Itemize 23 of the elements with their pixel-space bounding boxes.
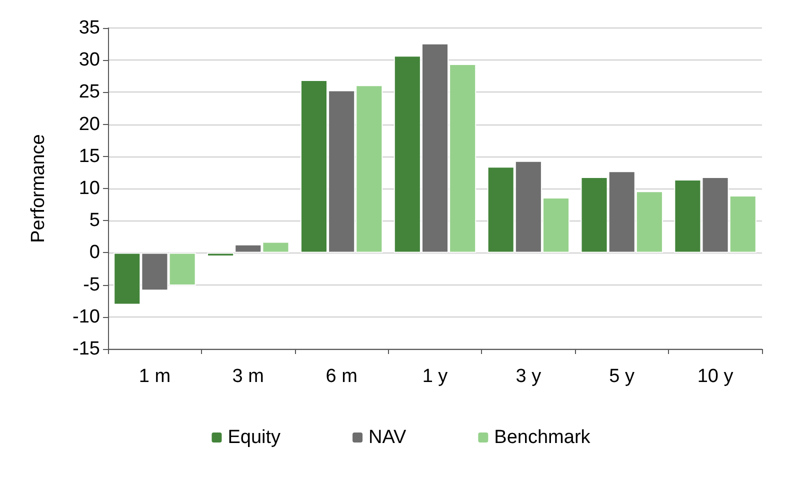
- x-tick-label: 10 y: [697, 366, 734, 387]
- y-tick-label: 0: [89, 242, 100, 264]
- y-tick-label: 15: [78, 146, 100, 167]
- x-tick-label: 6 m: [326, 366, 358, 387]
- x-tick-label: 3 m: [232, 366, 264, 387]
- bar: [207, 252, 234, 257]
- legend-label: Equity: [228, 427, 282, 448]
- y-tick-label: 20: [78, 114, 100, 135]
- y-tick-label: 10: [78, 178, 100, 199]
- y-tick-label: 30: [78, 50, 100, 71]
- legend-label: NAV: [368, 427, 407, 448]
- x-tick-label: 3 y: [516, 366, 542, 387]
- y-tick-label: 5: [89, 210, 100, 232]
- x-tick-label: 1 y: [422, 366, 448, 387]
- y-tick-label: -15: [72, 338, 100, 360]
- y-axis-title: Performance: [28, 134, 49, 243]
- x-tick-label: 1 m: [138, 366, 171, 387]
- y-tick-label: -5: [83, 274, 100, 296]
- y-tick-label: 25: [78, 82, 100, 103]
- x-tick-label: 5 y: [609, 366, 636, 387]
- y-tick-label: -10: [72, 306, 100, 328]
- legend-label: Benchmark: [494, 427, 591, 448]
- y-tick-label: 35: [78, 18, 100, 38]
